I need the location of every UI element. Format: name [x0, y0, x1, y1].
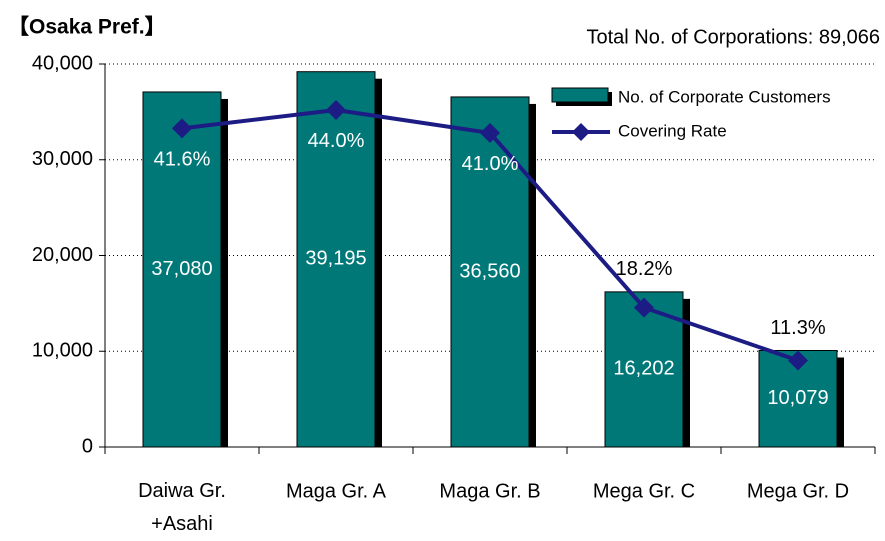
bar-value-label: 39,195	[305, 248, 366, 270]
legend-label: Covering Rate	[618, 121, 727, 140]
x-tick-label: Daiwa Gr. +Asahi	[138, 480, 226, 535]
line-value-label: 11.3%	[770, 317, 825, 339]
y-tick-label: 30,000	[32, 148, 93, 170]
x-tick-label: Maga Gr. A	[286, 480, 387, 502]
bar	[450, 96, 530, 448]
bar	[142, 91, 222, 448]
line-marker	[634, 297, 654, 318]
bar-value-label: 37,080	[151, 258, 212, 280]
x-tick-label: Mega Gr. C	[593, 480, 695, 502]
line-value-label: 18.2%	[616, 258, 673, 280]
line-marker	[788, 350, 808, 371]
line-value-label: 44.0%	[308, 130, 365, 152]
bar-value-label: 36,560	[459, 260, 520, 282]
x-tick-label: Maga Gr. B	[439, 480, 540, 502]
y-tick-label: 10,000	[32, 340, 93, 362]
legend-label: No. of Corporate Customers	[618, 87, 831, 106]
y-tick-label: 40,000	[32, 52, 93, 74]
line-marker	[172, 118, 192, 139]
bar-value-label: 10,079	[767, 387, 828, 409]
line-marker	[326, 99, 346, 120]
line-value-label: 41.6%	[154, 149, 211, 171]
y-tick-label: 20,000	[32, 244, 93, 266]
bar	[296, 71, 376, 448]
x-tick-label: Mega Gr. D	[747, 480, 849, 502]
legend-marker	[572, 123, 590, 141]
y-tick-label: 0	[82, 435, 93, 457]
line-marker	[480, 122, 500, 143]
line-value-label: 41.0%	[462, 153, 519, 175]
chart-title: 【Osaka Pref.】	[8, 16, 166, 39]
legend-swatch	[551, 87, 609, 103]
bar-value-label: 16,202	[613, 358, 674, 380]
chart-subtitle: Total No. of Corporations: 89,066	[586, 26, 880, 48]
